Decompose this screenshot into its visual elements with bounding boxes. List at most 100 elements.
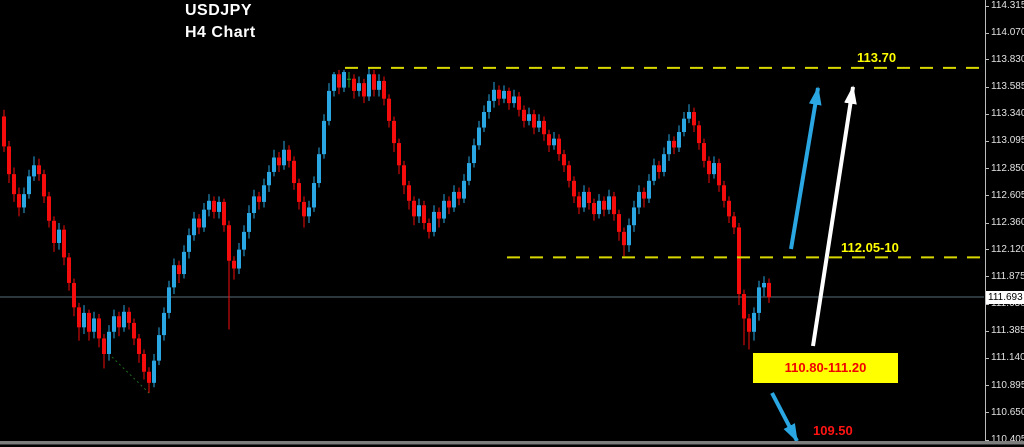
candle-body [257, 196, 261, 202]
candle-body [277, 157, 281, 166]
candle-body [672, 140, 676, 148]
candle-body [752, 312, 756, 332]
trendline [111, 356, 151, 395]
candle-body [47, 196, 51, 221]
candle-body [87, 312, 91, 332]
candle-body [137, 338, 141, 354]
candle-body [52, 220, 56, 243]
demand-zone-box: 110.80-111.20 [753, 353, 898, 383]
candle-body [387, 98, 391, 121]
candle-body [142, 353, 146, 372]
candle-body [652, 165, 656, 181]
candle-body [602, 200, 606, 210]
candle-body [197, 218, 201, 228]
candle-body [582, 191, 586, 208]
candle-body [367, 74, 371, 97]
candle-body [17, 194, 21, 208]
candle-body [552, 138, 556, 146]
candle-body [262, 185, 266, 202]
candle-body [332, 74, 336, 91]
candle-body [382, 80, 386, 99]
axis-tick-label: 112.850 [991, 162, 1024, 174]
chart-title-symbol: USDJPY [185, 2, 253, 19]
candle-body [187, 235, 191, 252]
axis-tick [985, 276, 989, 278]
downside-target-label: 109.50 [813, 423, 853, 438]
candle-body [467, 163, 471, 181]
candle-body [212, 200, 216, 212]
candle-body [612, 196, 616, 215]
candle-body [667, 140, 671, 155]
candle-body [392, 120, 396, 144]
candle-body [702, 143, 706, 161]
candle-body [737, 227, 741, 295]
candle-body [117, 316, 121, 328]
axis-tick-label: 111.875 [991, 270, 1024, 282]
axis-tick [985, 249, 989, 251]
candle-body [542, 120, 546, 135]
candle-body [722, 185, 726, 201]
candle-body [747, 318, 751, 332]
candle-body [692, 112, 696, 126]
candle-body [627, 225, 631, 246]
candle-body [287, 149, 291, 161]
axis-tick-label: 114.070 [991, 27, 1024, 39]
axis-tick [985, 59, 989, 61]
candle-body [482, 112, 486, 128]
candle-body [317, 154, 321, 184]
candle-body [622, 231, 626, 246]
axis-tick [985, 303, 989, 305]
chart-title-timeframe: H4 Chart [185, 24, 256, 41]
candle-body [462, 180, 466, 199]
axis-tick [985, 385, 989, 387]
axis-tick [985, 222, 989, 224]
candle-body [452, 191, 456, 208]
candle-body [657, 165, 661, 172]
candle-body [522, 109, 526, 121]
candle-body [547, 134, 551, 146]
candle-body [292, 160, 296, 184]
blue-up-arrow [789, 86, 822, 250]
candle-body [517, 96, 521, 110]
axis-tick [985, 412, 989, 414]
candle-body [337, 74, 341, 88]
candle-body [217, 201, 221, 212]
candle-body [742, 294, 746, 319]
axis-tick-label: 110.405 [991, 434, 1024, 445]
candle-body [412, 200, 416, 217]
candle-body [272, 157, 276, 172]
candle-body [32, 165, 36, 177]
candle-body [342, 72, 346, 88]
axis-tick [985, 330, 989, 332]
candle-body [697, 125, 701, 144]
candle-body [617, 214, 621, 232]
candle-body [577, 196, 581, 208]
axis-tick-label: 112.360 [991, 217, 1024, 228]
axis-tick-label: 111.140 [991, 352, 1024, 364]
price-axis-line [985, 0, 986, 442]
candle-body [567, 165, 571, 181]
axis-tick [985, 113, 989, 115]
candle-body [177, 265, 181, 275]
candle-body [267, 171, 271, 186]
candle-body [487, 100, 491, 113]
candle-body [102, 338, 106, 354]
axis-tick-label: 113.830 [991, 53, 1024, 65]
candle-body [312, 183, 316, 208]
candle-body [712, 163, 716, 175]
candle-body [682, 118, 686, 132]
blue-down-arrow [770, 392, 799, 443]
candle-body [502, 90, 506, 99]
candle-body [497, 89, 501, 99]
candle-body [252, 196, 256, 214]
candle-body [42, 174, 46, 197]
support-level-label: 112.05-10 [841, 240, 899, 255]
axis-tick [985, 357, 989, 359]
axis-tick [985, 86, 989, 88]
candle-body [732, 216, 736, 228]
candle-body [477, 127, 481, 146]
candle-body [607, 196, 611, 210]
axis-tick [985, 140, 989, 142]
axis-tick-label: 110.650 [991, 406, 1024, 418]
candle-body [2, 116, 6, 147]
